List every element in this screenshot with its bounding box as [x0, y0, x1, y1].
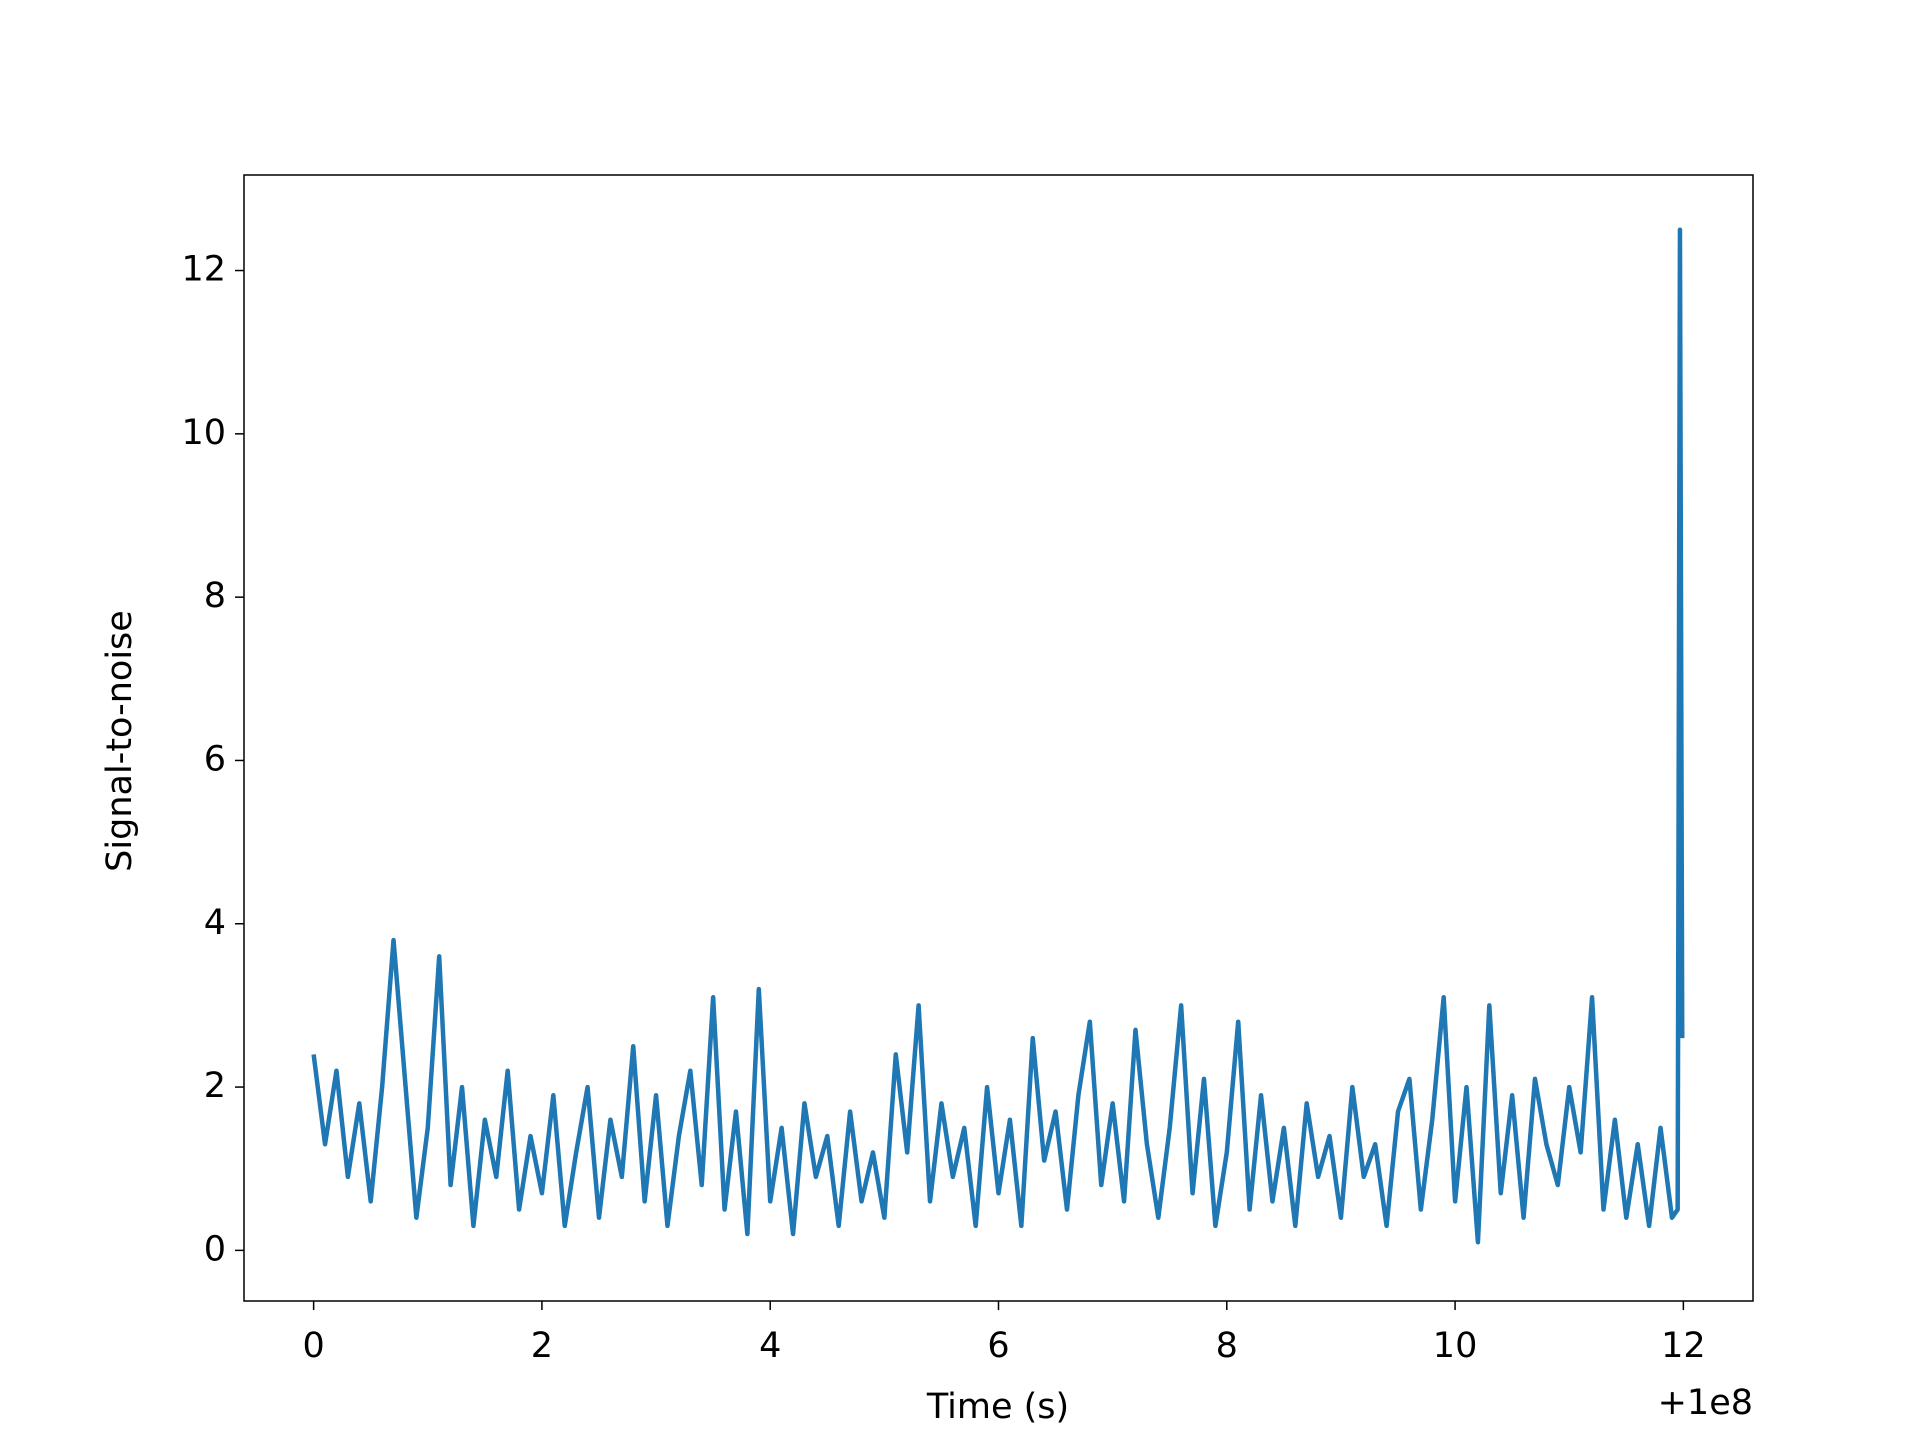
y-tick-label: 10: [181, 413, 226, 453]
x-tick-label: 8: [1216, 1326, 1238, 1366]
x-tick-label: 10: [1433, 1326, 1478, 1366]
x-tick-label: 12: [1661, 1326, 1706, 1366]
y-tick-label: 6: [204, 739, 226, 779]
y-tick-label: 4: [204, 903, 226, 943]
x-axis-label: Time (s): [926, 1387, 1069, 1427]
y-tick-label: 2: [204, 1066, 226, 1106]
x-offset-label: +1e8: [1658, 1383, 1753, 1423]
y-axis-label: Signal-to-noise: [100, 610, 140, 872]
x-tick-label: 0: [302, 1326, 324, 1366]
plot-frame: [243, 174, 1754, 1302]
data-line: [311, 227, 1685, 1245]
x-tick-label: 4: [759, 1326, 781, 1366]
y-tick-label: 0: [204, 1229, 226, 1269]
x-tick-label: 2: [531, 1326, 553, 1366]
x-tick-label: 6: [987, 1326, 1009, 1366]
y-tick-label: 8: [204, 576, 226, 616]
y-tick-label: 12: [181, 250, 226, 290]
